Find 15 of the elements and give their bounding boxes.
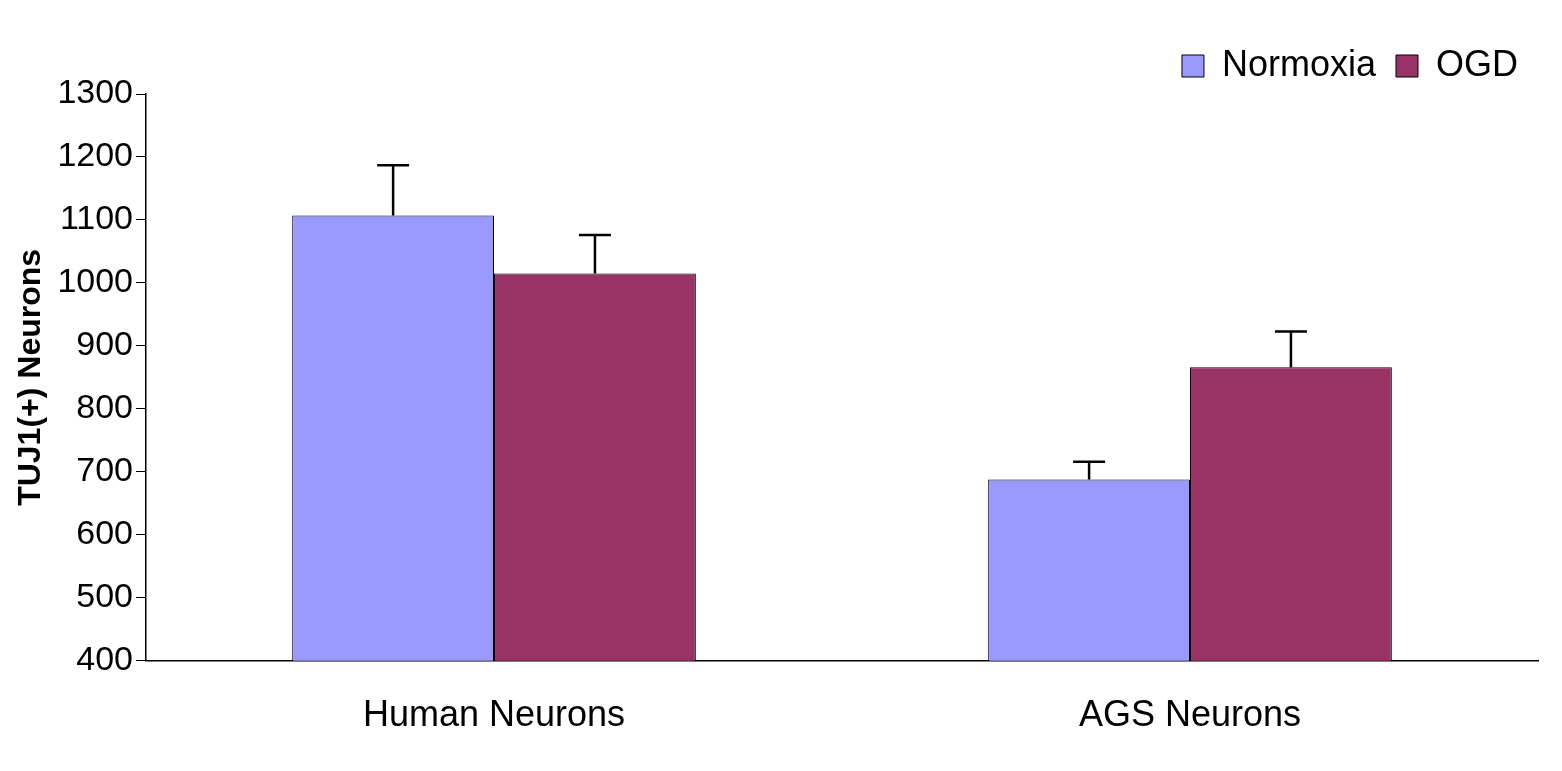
y-axis-title: TUJ1(+) Neurons	[11, 248, 48, 506]
x-tick-label: AGS Neurons	[1078, 693, 1302, 735]
y-tick-label: 1300	[57, 72, 134, 111]
y-tick-label: 600	[76, 513, 134, 552]
y-tick-label: 1200	[57, 135, 134, 174]
x-tick-label: Human Neurons	[362, 693, 626, 735]
legend-label: Normoxia	[1221, 42, 1377, 84]
y-tick-label: 700	[76, 450, 134, 489]
legend-label: OGD	[1436, 42, 1519, 84]
y-tick-label: 400	[76, 639, 134, 678]
y-tick-label: 1000	[57, 261, 134, 300]
y-tick-label: 800	[76, 387, 134, 426]
y-tick-label: 900	[76, 324, 134, 363]
y-tick-label: 1100	[59, 198, 134, 237]
y-tick-label: 500	[76, 576, 134, 615]
